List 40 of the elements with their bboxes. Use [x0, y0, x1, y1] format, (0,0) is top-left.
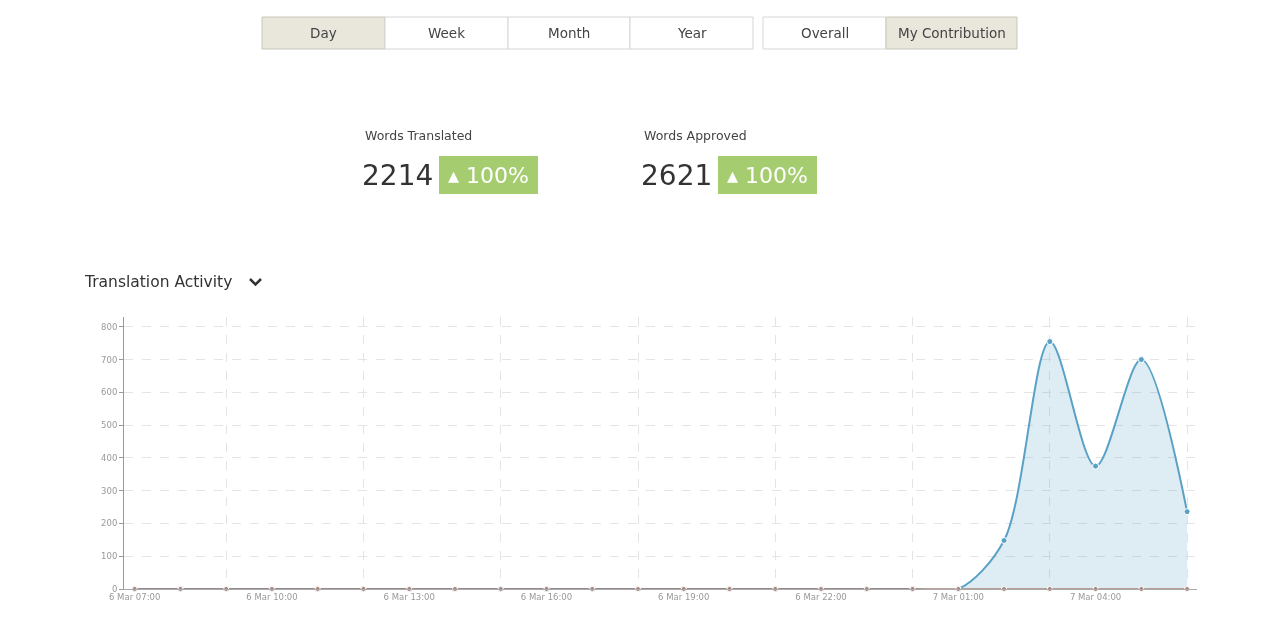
point: [1184, 586, 1191, 592]
text: Words Approved: [644, 128, 747, 143]
text: Day: [310, 25, 337, 41]
y-tick-label: 500: [101, 420, 118, 431]
y-tick-label: 100: [101, 551, 118, 562]
y-tick-label: 300: [101, 485, 118, 496]
text: My Contribution: [898, 25, 1006, 41]
text: Overall: [801, 25, 850, 41]
x-tick-label: 6 Mar 19:00: [658, 592, 710, 603]
x-tick-label: 7 Mar 04:00: [1069, 592, 1122, 603]
point: [1092, 462, 1100, 470]
x-tick-label: 6 Mar 22:00: [795, 592, 847, 603]
point: [1092, 586, 1099, 592]
y-tick-label: 200: [101, 518, 118, 529]
y-tick-label: 0: [111, 583, 118, 594]
point: [1138, 586, 1145, 592]
text: 2621: [641, 159, 713, 192]
y-tick-label: 700: [101, 354, 118, 365]
text: Week: [428, 25, 466, 41]
point: [1001, 586, 1008, 592]
x-tick-label: 6 Mar 16:00: [520, 592, 573, 603]
y-tick-label: 800: [101, 321, 118, 332]
text: Words Translated: [365, 128, 473, 143]
x-tick-label: 6 Mar 10:00: [246, 592, 298, 603]
x-tick-label: 7 Mar 01:00: [932, 592, 984, 603]
chart-title: Translation Activity: [84, 273, 233, 292]
text: Year: [677, 25, 708, 41]
text: Month: [548, 25, 591, 41]
point: [1046, 586, 1053, 592]
text: ▴ 100%: [727, 163, 808, 188]
text: 2214: [362, 159, 434, 192]
point: [1137, 356, 1145, 364]
x-tick-label: 6 Mar 07:00: [109, 592, 161, 603]
point: [1000, 537, 1008, 544]
y-tick-label: 400: [101, 452, 118, 463]
text: ▴ 100%: [448, 163, 529, 188]
y-tick-label: 600: [101, 387, 118, 398]
point: [1046, 338, 1054, 346]
point: [1183, 508, 1191, 516]
x-tick-label: 6 Mar 13:00: [383, 592, 435, 603]
